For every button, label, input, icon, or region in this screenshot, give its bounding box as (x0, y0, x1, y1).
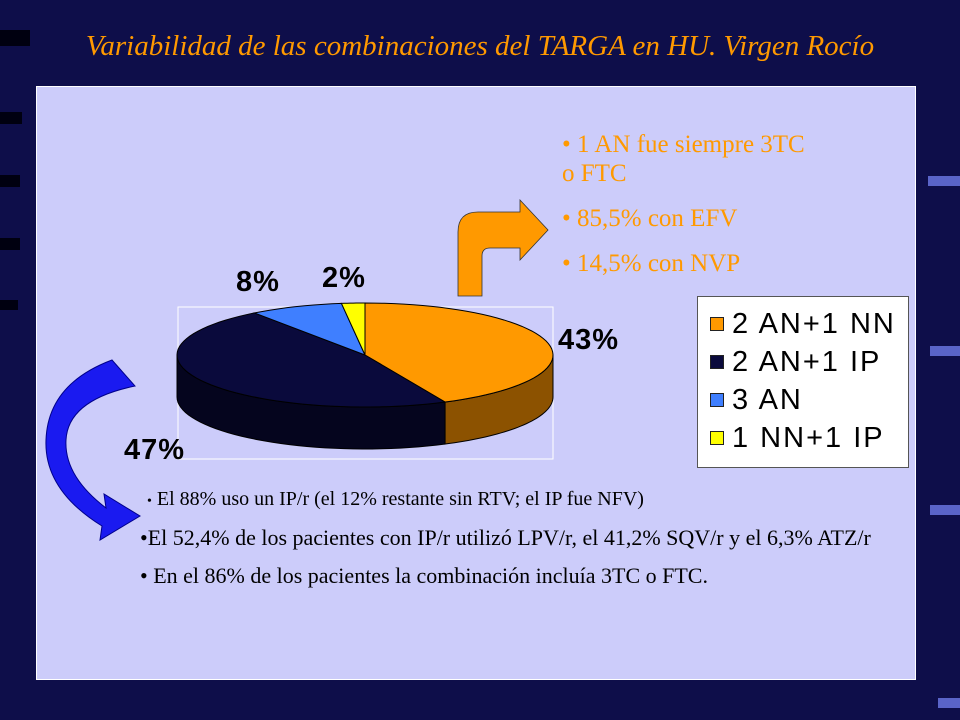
legend-item: 2 AN+1 IP (710, 343, 908, 381)
bullet-lpv-sqv-atz: •El 52,4% de los pacientes con IP/r util… (140, 525, 871, 550)
bullet-ip-r-text: El 88% uso un IP/r (el 12% restante sin … (156, 488, 644, 510)
legend-label: 2 AN+1 IP (732, 345, 882, 378)
data-label-3-an: 8% (236, 266, 280, 298)
orange-bullet-list: • 1 AN fue siempre 3TC o FTC • 85,5% con… (562, 130, 822, 294)
blue-curved-arrow (45, 359, 141, 541)
pie-slice-2-an-1-ip (176, 312, 447, 408)
legend-swatch (710, 355, 724, 369)
pie-slice-2-an-1-nn (364, 302, 554, 403)
legend-label: 2 AN+1 NN (732, 307, 896, 340)
legend-item: 2 AN+1 NN (710, 305, 908, 343)
legend-label: 3 AN (732, 383, 803, 416)
legend-swatch (710, 317, 724, 331)
pie-tops (176, 302, 554, 408)
data-label-2-an-1-nn: 43% (558, 324, 620, 356)
orange-bullet-3: • 14,5% con NVP (562, 250, 741, 277)
left-edge-stripes (0, 30, 30, 310)
bullet-dot: • (147, 494, 152, 509)
bullet-3tc-ftc: • En el 86% de los pacientes la combinac… (140, 563, 708, 588)
black-bullet-list: • El 88% uso un IP/r (el 12% restante sin… (140, 488, 910, 589)
orange-bullet-1: • 1 AN fue siempre 3TC o FTC (562, 131, 805, 187)
legend-item: 3 AN (710, 381, 908, 419)
bullet-ip-r: • El 88% uso un IP/r (el 12% restante sin… (140, 488, 910, 511)
pie-slice-3-an (252, 302, 366, 356)
orange-bullet-2: • 85,5% con EFV (562, 205, 738, 232)
pie-slice-1-nn-1-ip (340, 302, 366, 356)
page-title: Variabilidad de las combinaciones del TA… (85, 30, 875, 62)
data-label-2-an-1-ip: 47% (124, 434, 186, 466)
legend-label: 1 NN+1 IP (732, 421, 885, 454)
legend-swatch (710, 431, 724, 445)
right-edge-stripes (928, 176, 960, 708)
legend-item: 1 NN+1 IP (710, 419, 908, 457)
orange-curved-arrow (457, 198, 549, 297)
chart-legend: 2 AN+1 NN 2 AN+1 IP 3 AN 1 NN+1 IP (697, 296, 909, 468)
data-label-1-nn-1-ip: 2% (322, 262, 366, 294)
legend-swatch (710, 393, 724, 407)
